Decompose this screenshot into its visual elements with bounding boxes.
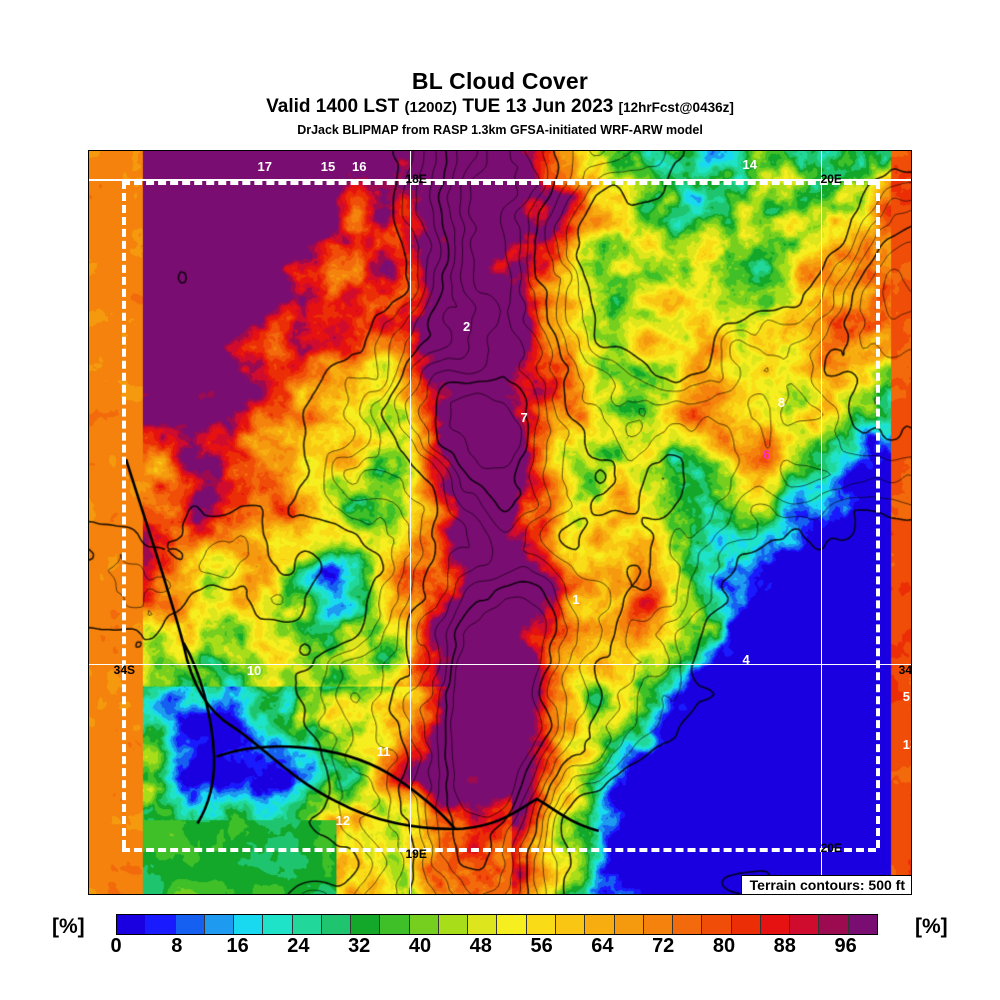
colorbar-tick-label: 48 xyxy=(469,935,492,957)
colorbar-swatch xyxy=(204,915,235,934)
colorbar-swatch xyxy=(702,915,732,934)
model-line: DrJack BLIPMAP from RASP 1.3km GFSA-init… xyxy=(297,123,703,137)
colorbar-swatch xyxy=(292,915,322,934)
colorbar-tick-label: 80 xyxy=(712,935,736,957)
colorbar-tick-label: 8 xyxy=(171,935,183,957)
colorbar-swatch xyxy=(760,915,791,934)
valid-time-line: Valid 1400 LST (1200Z) TUE 13 Jun 2023 [… xyxy=(0,95,1000,120)
colorbar-swatch xyxy=(409,915,439,934)
colorbar-tick-label: 96 xyxy=(834,935,857,957)
colorbar-swatch xyxy=(321,915,352,934)
colorbar-swatch xyxy=(146,915,176,934)
colorbar-tick-label: 24 xyxy=(287,935,310,957)
colorbar-swatch xyxy=(380,915,410,934)
title-block: BL Cloud Cover Valid 1400 LST (1200Z) TU… xyxy=(0,68,1000,138)
colorbar-tick-label: 72 xyxy=(652,935,675,957)
colorbar-tick-label: 16 xyxy=(226,935,249,957)
colorbar-unit-right: [%] xyxy=(915,915,948,938)
colorbar-swatch xyxy=(643,915,674,934)
colorbar-tick-label: 88 xyxy=(773,935,796,957)
colorbar-tick-label: 32 xyxy=(348,935,371,957)
valid-utc: (1200Z) xyxy=(404,99,458,116)
valid-date: TUE 13 Jun 2023 xyxy=(462,96,614,117)
colorbar-swatch xyxy=(585,915,615,934)
colorbar-swatch xyxy=(468,915,498,934)
colorbar-swatch xyxy=(263,915,293,934)
colorbar-swatch xyxy=(848,915,877,934)
colorbar-swatch xyxy=(790,915,820,934)
colorbar-swatch xyxy=(614,915,644,934)
colorbar-swatch xyxy=(819,915,849,934)
terrain-contour-note: Terrain contours: 500 ft xyxy=(740,875,911,894)
cloud-cover-heatmap xyxy=(89,151,911,894)
colorbar-swatch xyxy=(438,915,469,934)
colorbar-swatch xyxy=(555,915,586,934)
valid-lst: Valid 1400 LST xyxy=(266,96,400,117)
colorbar-swatch xyxy=(526,915,556,934)
page-title: BL Cloud Cover xyxy=(411,68,589,94)
colorbar-tick-label: 56 xyxy=(530,935,553,957)
colorbar-tick-label: 64 xyxy=(591,935,614,957)
colorbar-swatch xyxy=(117,915,147,934)
colorbar-swatch xyxy=(731,915,761,934)
colorbar-swatch xyxy=(351,915,381,934)
colorbar-tick-label: 40 xyxy=(408,935,432,957)
colorbar-tick-label: 0 xyxy=(110,935,122,957)
colorbar-unit-left: [%] xyxy=(52,915,85,938)
colorbar-legend: [%] [%] 0 8 16 24 32 40 48 56 64 72 80 88 96 xyxy=(0,905,1000,960)
forecast-tag: [12hrFcst@0436z] xyxy=(618,100,734,115)
colorbar-swatch xyxy=(497,915,527,934)
colorbar-ticks: 0 8 16 24 32 40 48 56 64 72 80 88 96 xyxy=(110,935,876,961)
colorbar-swatch xyxy=(234,915,264,934)
colorbar-swatch xyxy=(175,915,205,934)
colorbar-swatches xyxy=(116,914,878,935)
colorbar-swatch xyxy=(673,915,703,934)
forecast-map[interactable]: 18E19E20E20E34S34S1715161427861410111251… xyxy=(88,150,912,895)
